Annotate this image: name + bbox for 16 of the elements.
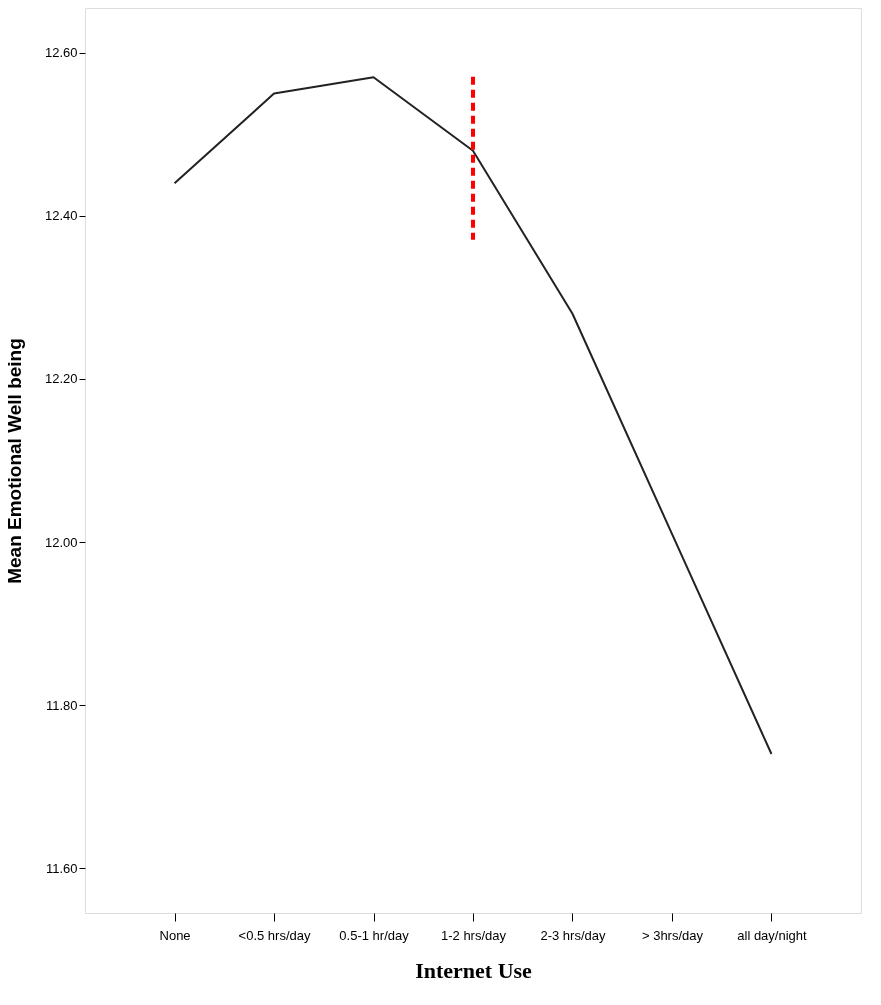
line-series bbox=[173, 76, 773, 756]
x-tick-label: 0.5-1 hr/day bbox=[339, 927, 410, 943]
x-tick-label: None bbox=[159, 927, 191, 943]
x-tick-label: all day/night bbox=[737, 927, 808, 943]
x-tick-label: 2-3 hrs/day bbox=[540, 927, 606, 943]
y-tick-label: 12.60 bbox=[44, 45, 78, 61]
y-tick-label: 12.40 bbox=[44, 208, 78, 224]
x-tick-label: > 3hrs/day bbox=[641, 927, 704, 943]
x-tick-label: <0.5 hrs/day bbox=[238, 927, 311, 943]
x-axis-title: Internet Use bbox=[415, 957, 533, 983]
y-tick-label: 12.20 bbox=[44, 371, 78, 387]
y-axis-title: Mean Emotional Well being bbox=[3, 338, 25, 584]
x-tick-label: 1-2 hrs/day bbox=[440, 927, 507, 943]
y-tick-label: 11.60 bbox=[45, 860, 78, 876]
y-tick-label: 11.80 bbox=[45, 697, 78, 713]
y-tick-label: 12.00 bbox=[44, 534, 78, 550]
